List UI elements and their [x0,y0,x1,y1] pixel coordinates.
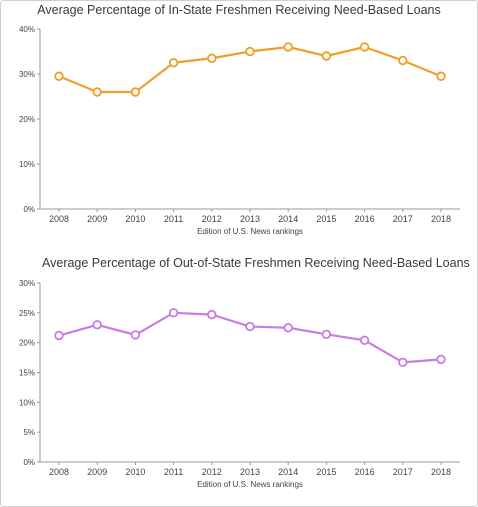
x-tick-label: 2013 [240,467,260,477]
x-axis-title: Edition of U.S. News rankings [197,227,303,236]
data-point[interactable] [245,321,255,332]
y-tick-label: 10% [19,160,35,169]
x-tick-label: 2015 [316,467,336,477]
data-point[interactable] [207,309,217,320]
x-tick-label: 2009 [87,214,107,224]
x-tick-label: 2008 [49,214,69,224]
x-tick-label: 2012 [202,467,222,477]
data-point[interactable] [359,335,370,345]
data-point[interactable] [168,58,179,68]
data-point[interactable] [207,53,217,63]
x-tick-label: 2016 [355,467,375,477]
data-point[interactable] [92,320,102,330]
data-point[interactable] [359,42,370,52]
y-tick-label: 30% [19,70,35,79]
y-tick-label: 40% [19,25,35,34]
x-tick-label: 2013 [240,214,260,224]
chart-title: Average Percentage of In-State Freshmen … [37,3,441,17]
x-tick-label: 2011 [164,467,183,477]
x-tick-label: 2010 [125,214,145,224]
x-tick-label: 2009 [87,467,107,477]
y-tick-label: 20% [19,115,35,124]
y-tick-label: 25% [19,309,35,318]
data-point[interactable] [130,87,141,97]
x-tick-label: 2010 [125,467,145,477]
data-point[interactable] [130,330,141,340]
x-tick-label: 2011 [164,214,183,224]
y-tick-label: 0% [23,458,35,467]
y-tick-label: 0% [23,205,35,214]
data-point[interactable] [54,71,64,81]
data-point[interactable] [168,308,179,318]
data-point[interactable] [436,354,446,365]
chart-title: Average Percentage of Out-of-State Fresh… [42,256,470,270]
chart-in-state-loans: 0% 10% 20% 30% 40% 2008 2009 2010 2011 2012 2013 20… [19,25,460,236]
data-point[interactable] [54,330,64,341]
x-axis-title: Edition of U.S. News rankings [197,480,303,489]
data-point[interactable] [321,329,332,340]
data-point[interactable] [283,42,293,52]
data-point[interactable] [398,357,408,368]
y-tick-label: 20% [19,339,35,348]
x-tick-label: 2008 [49,467,69,477]
data-point[interactable] [436,71,446,81]
x-tick-label: 2015 [316,214,336,224]
y-tick-label: 5% [23,428,35,437]
data-point[interactable] [321,51,332,61]
data-point[interactable] [92,87,102,97]
x-tick-label: 2014 [278,467,298,477]
series-line [57,311,443,364]
data-point[interactable] [245,46,255,57]
y-tick-label: 30% [19,279,35,288]
x-tick-label: 2012 [202,214,222,224]
x-tick-label: 2018 [431,467,451,477]
y-tick-label: 15% [19,369,35,378]
y-tick-label: 10% [19,398,35,407]
data-point[interactable] [283,323,293,333]
x-tick-label: 2017 [393,467,413,477]
x-tick-label: 2016 [355,214,375,224]
data-point[interactable] [398,55,408,66]
x-tick-label: 2018 [431,214,451,224]
x-tick-label: 2014 [278,214,298,224]
x-tick-label: 2017 [393,214,413,224]
